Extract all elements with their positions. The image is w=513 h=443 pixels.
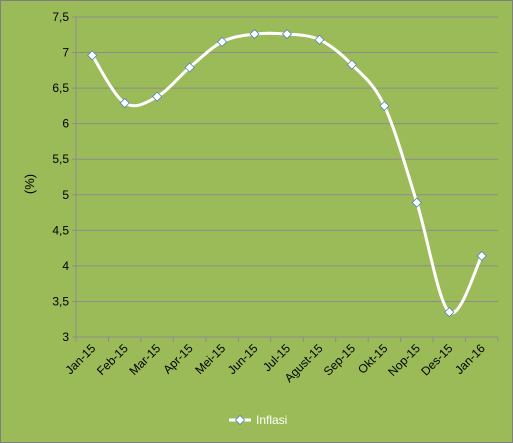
y-axis-title: (%) bbox=[22, 174, 37, 194]
y-axis-tick-labels: 3 3,5 4 4,5 5 5,5 6 6,5 7 7,5 bbox=[52, 10, 69, 344]
x-tick-label: Mar-15 bbox=[126, 341, 163, 378]
data-point bbox=[281, 29, 293, 40]
x-tick-label: Apr-15 bbox=[160, 341, 196, 377]
legend: Inflasi bbox=[229, 413, 287, 427]
data-point bbox=[379, 100, 390, 111]
legend-label-inflasi: Inflasi bbox=[256, 413, 287, 427]
x-tick-label: Jan-16 bbox=[452, 341, 488, 377]
legend-diamond-marker bbox=[234, 414, 246, 426]
x-tick-label: Sep-15 bbox=[321, 341, 358, 378]
y-tick-label: 5,5 bbox=[52, 152, 69, 166]
x-tick-label: Mei-15 bbox=[192, 341, 228, 377]
y-tick-label: 3 bbox=[62, 330, 69, 344]
data-point bbox=[217, 36, 228, 47]
y-tick-label: 6 bbox=[62, 117, 69, 131]
y-tick-label: 4,5 bbox=[52, 223, 69, 237]
data-point bbox=[249, 29, 260, 40]
y-tick-label: 6,5 bbox=[52, 81, 69, 95]
axes bbox=[72, 16, 499, 342]
y-tick-label: 3,5 bbox=[52, 294, 69, 308]
gridlines bbox=[76, 16, 498, 302]
x-tick-label: Feb-15 bbox=[94, 341, 131, 378]
x-tick-label: Des-15 bbox=[418, 341, 455, 378]
series-inflasi bbox=[87, 29, 487, 318]
x-tick-label: Nop-15 bbox=[385, 341, 423, 379]
y-tick-label: 7,5 bbox=[52, 10, 69, 24]
data-point bbox=[444, 307, 455, 318]
series-line-inflasi bbox=[90, 31, 484, 315]
x-tick-label: Okt-15 bbox=[355, 341, 391, 377]
y-tick-label: 4 bbox=[62, 259, 69, 273]
x-tick-label: Jan-15 bbox=[62, 341, 98, 377]
data-point bbox=[152, 91, 163, 102]
data-point bbox=[87, 50, 98, 61]
data-point bbox=[119, 97, 130, 109]
x-tick-label: Jun-15 bbox=[225, 341, 261, 377]
data-point bbox=[346, 59, 357, 70]
data-point bbox=[184, 62, 195, 73]
y-tick-label: 7 bbox=[62, 46, 69, 60]
data-point bbox=[411, 197, 422, 208]
data-point bbox=[476, 250, 487, 261]
y-tick-label: 5 bbox=[62, 188, 69, 202]
data-point bbox=[314, 34, 325, 45]
